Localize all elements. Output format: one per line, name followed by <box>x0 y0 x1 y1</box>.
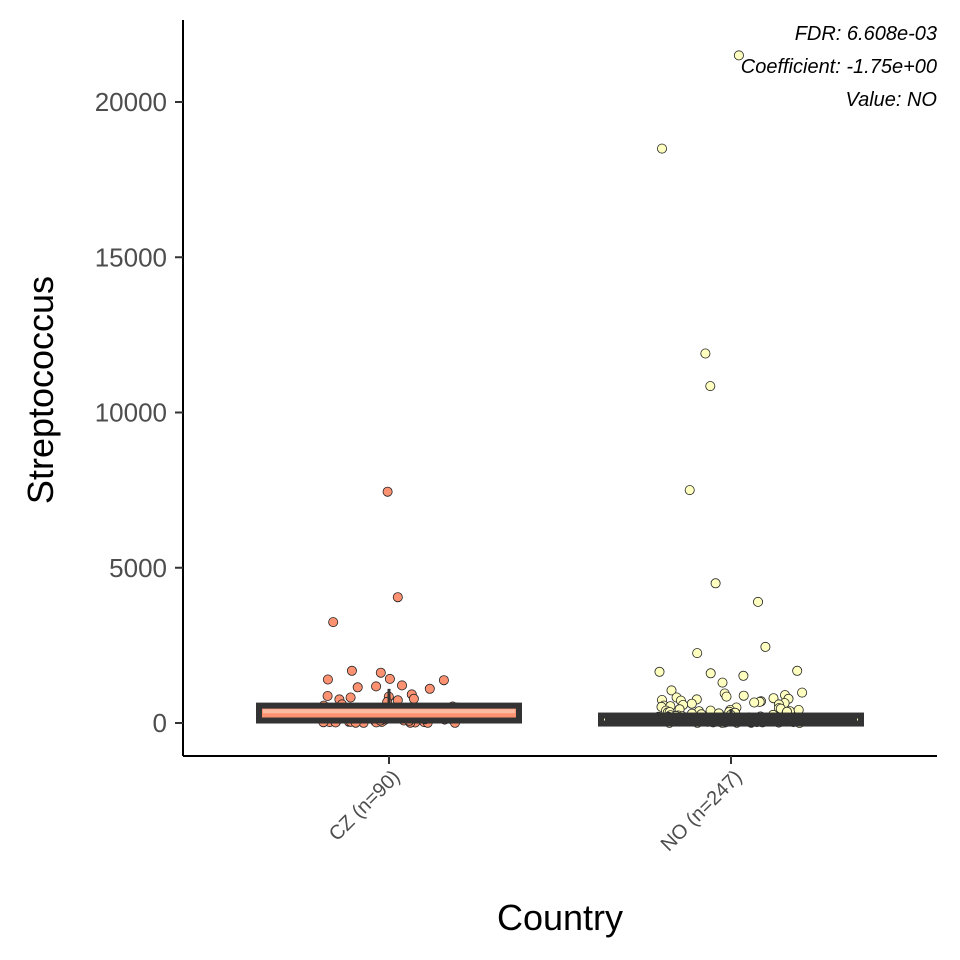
data-point <box>749 697 760 708</box>
data-point <box>328 617 339 628</box>
data-point <box>686 698 697 709</box>
annotation-line: FDR: 6.608e-03 <box>795 23 937 45</box>
y-tick-label: 10000 <box>95 398 167 428</box>
data-point <box>717 677 728 688</box>
data-point <box>738 690 749 701</box>
data-point <box>666 685 677 696</box>
data-point <box>654 666 665 677</box>
data-point <box>438 675 449 686</box>
data-point <box>753 596 764 607</box>
data-point <box>396 680 407 691</box>
data-point <box>692 648 703 659</box>
data-points-layer <box>318 50 808 729</box>
y-tick-label: 5000 <box>109 553 167 583</box>
annotation-line: Value: NO <box>845 89 937 111</box>
data-point <box>375 667 386 678</box>
data-point <box>792 665 803 676</box>
data-point <box>345 692 356 703</box>
x-axis-title: Country <box>497 897 623 938</box>
annotation-layer: FDR: 6.608e-03 Coefficient: -1.75e+00 Valu… <box>741 23 937 111</box>
data-point <box>705 381 716 392</box>
y-axis-title: Streptococcus <box>20 276 61 504</box>
data-point <box>352 682 363 693</box>
data-point <box>733 50 744 61</box>
y-tick-label: 0 <box>153 708 167 738</box>
data-point <box>371 681 382 692</box>
data-point <box>392 592 403 603</box>
data-point <box>797 687 808 698</box>
x-tick-label: CZ (n=90) <box>325 766 405 846</box>
data-point <box>382 486 393 497</box>
data-point <box>346 665 357 676</box>
y-tick-label: 15000 <box>95 242 167 272</box>
data-point <box>657 143 668 154</box>
data-point <box>710 578 721 589</box>
data-point <box>721 691 732 702</box>
boxes-layer <box>256 688 864 727</box>
annotation-line: Coefficient: -1.75e+00 <box>741 56 937 78</box>
data-point <box>408 693 419 704</box>
data-point <box>684 485 695 496</box>
axes-layer: 0 5000 10000 15000 20000 CZ (n=90) NO (n=247) <box>95 20 937 856</box>
x-tick-label: NO (n=247) <box>657 766 747 856</box>
data-point <box>738 670 749 681</box>
data-point <box>322 674 333 685</box>
data-point <box>384 673 395 684</box>
data-point <box>700 348 711 359</box>
data-point <box>424 683 435 694</box>
data-point <box>760 641 771 652</box>
data-point <box>322 691 333 702</box>
y-tick-label: 20000 <box>95 87 167 117</box>
data-point <box>705 668 716 679</box>
